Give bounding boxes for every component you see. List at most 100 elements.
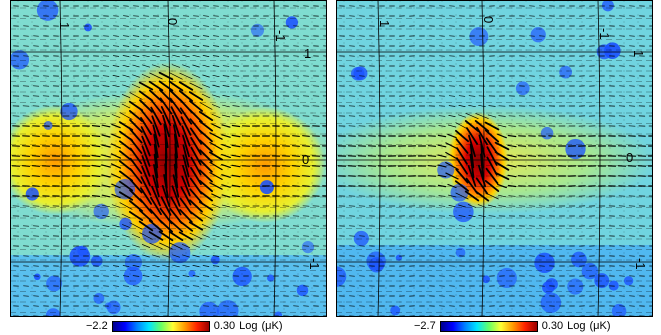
cool-spot — [455, 247, 466, 258]
polarization-vector — [161, 64, 171, 68]
polarization-vector — [189, 232, 203, 240]
right-polarization-map: 1 0 -1 1 0 -1 — [336, 0, 653, 317]
cool-spot — [259, 180, 274, 195]
cool-spot — [301, 240, 315, 254]
polarization-vector — [32, 185, 40, 187]
polarization-vector — [487, 114, 497, 118]
polarization-vector — [222, 265, 230, 267]
polarization-vector — [192, 54, 200, 58]
polarization-vector — [168, 219, 184, 233]
polarization-vector — [132, 244, 140, 248]
polarization-vector — [438, 195, 446, 197]
polarization-vector — [158, 71, 174, 81]
polarization-vector — [110, 163, 122, 169]
colorbar-min-label: −2.2 — [86, 320, 108, 332]
grid-label-right-mid: 0 — [626, 150, 633, 165]
polarization-vector — [178, 90, 194, 102]
polarization-vector — [31, 155, 41, 157]
polarization-vector — [231, 154, 241, 158]
polarization-vector — [465, 127, 479, 145]
grid-meridian — [481, 0, 485, 317]
polarization-vector — [112, 104, 120, 108]
grid-label-top-left: 1 — [57, 22, 72, 29]
polarization-vector — [212, 84, 220, 88]
polarization-vector — [149, 72, 163, 80]
polarization-vector — [158, 80, 174, 92]
grid-meridian — [273, 0, 277, 317]
polarization-vector — [190, 146, 202, 166]
polarization-vector — [159, 242, 173, 250]
polarization-vector — [119, 202, 133, 210]
polarization-vector — [464, 120, 480, 132]
polarization-vector — [209, 161, 223, 171]
polarization-vector — [112, 234, 120, 238]
polarization-vector — [148, 89, 164, 103]
polarization-vector — [467, 204, 477, 208]
polarization-vector — [469, 143, 475, 169]
grid-meridian — [597, 0, 601, 317]
polarization-vector — [101, 144, 111, 148]
polarization-vector — [212, 94, 220, 98]
polarization-vector — [112, 245, 120, 247]
polarization-vector — [172, 275, 180, 277]
polarization-vector — [122, 55, 130, 57]
cool-spot — [540, 126, 554, 140]
polarization-vector — [119, 112, 133, 120]
polarization-vector — [192, 265, 200, 267]
cool-spot — [119, 217, 132, 231]
polarization-vector — [101, 134, 111, 138]
cool-spot — [36, 0, 59, 21]
polarization-vector — [222, 204, 230, 208]
grid-label-right-lower: -1 — [633, 258, 648, 270]
polarization-vector — [211, 113, 221, 119]
polarization-vector — [142, 45, 150, 47]
polarization-vector — [122, 244, 130, 248]
polarization-vector — [199, 129, 213, 143]
polarization-vector — [448, 215, 456, 217]
polarization-vector — [202, 244, 210, 248]
polarization-vector — [202, 275, 210, 277]
polarization-vectors — [337, 5, 653, 317]
polarization-vector — [150, 106, 162, 126]
polarization-vector — [182, 264, 190, 268]
polarization-vector — [182, 134, 190, 158]
polarization-vector — [141, 145, 151, 167]
polarization-vector — [221, 124, 231, 128]
polarization-vector — [129, 137, 143, 155]
polarization-vector — [151, 185, 161, 207]
polarization-vector — [102, 65, 110, 67]
polarization-vector — [179, 208, 193, 224]
polarization-vector — [192, 244, 200, 248]
polarization-vector — [162, 275, 170, 277]
panel-frame — [10, 0, 327, 317]
polarization-vector — [170, 106, 182, 126]
polarization-vector — [152, 275, 160, 277]
polarization-vector — [202, 45, 210, 47]
polarization-vector — [111, 114, 121, 118]
polarization-vector — [112, 65, 120, 67]
polarization-vector — [478, 104, 486, 108]
polarization-vector — [437, 184, 447, 188]
polarization-vector — [161, 184, 171, 208]
polarization-vector — [113, 285, 119, 287]
polarization-vector — [203, 295, 209, 297]
polarization-vector — [142, 285, 150, 287]
polarization-vector — [172, 264, 180, 268]
cool-spot — [274, 311, 283, 317]
polarization-vector — [139, 187, 153, 205]
polarization-vector — [517, 165, 527, 167]
polarization-vector — [222, 225, 230, 227]
polarization-vector — [212, 234, 220, 238]
polarization-vector — [202, 285, 210, 287]
polarization-vector — [182, 45, 190, 47]
polarization-vector — [180, 116, 192, 136]
polarization-vector — [148, 80, 164, 92]
cool-spot — [571, 251, 587, 268]
polarization-vector — [122, 84, 130, 88]
polarization-vector — [507, 184, 517, 188]
polarization-vector — [132, 285, 140, 287]
polarization-vector — [199, 159, 213, 173]
polarization-vector — [181, 125, 191, 147]
polarization-vector — [497, 183, 507, 189]
polarization-vector — [112, 224, 120, 228]
